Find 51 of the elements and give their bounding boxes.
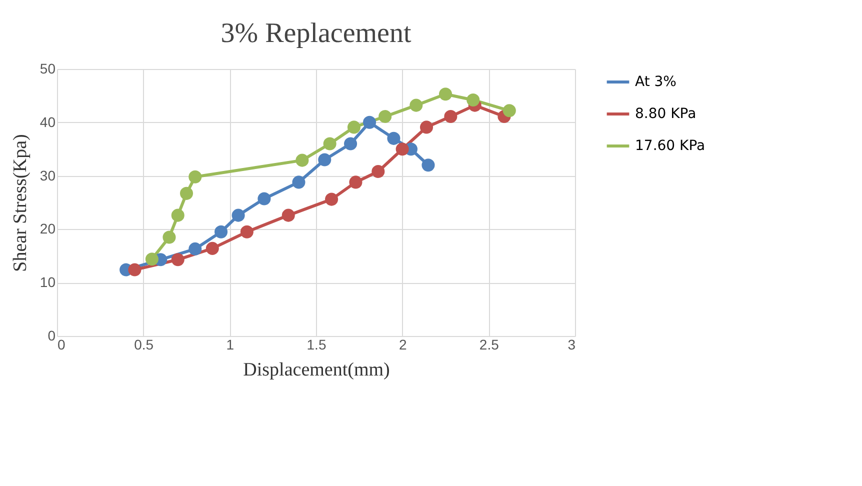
point — [240, 225, 254, 238]
chart-title: 3% Replacement — [220, 18, 412, 49]
point — [347, 120, 361, 134]
point — [162, 230, 176, 244]
y-tick-label: 30 — [40, 167, 56, 184]
point — [372, 165, 385, 178]
point — [444, 110, 458, 124]
x-tick-label: 1.5 — [306, 336, 326, 352]
point — [344, 137, 358, 150]
point — [232, 208, 245, 222]
point — [145, 252, 158, 266]
point — [171, 253, 184, 266]
legend-label: At 3% — [635, 74, 676, 90]
point — [258, 192, 271, 206]
point — [323, 137, 336, 150]
x-tick-label: 3 — [568, 336, 576, 352]
x-axis-title: Displacement(mm) — [243, 360, 390, 380]
point — [502, 104, 516, 118]
point — [410, 98, 423, 112]
y-tick-label: 20 — [40, 220, 56, 237]
point — [396, 142, 409, 156]
y-tick-label: 40 — [40, 114, 56, 130]
x-tick-label: 1 — [226, 336, 234, 352]
point — [128, 263, 142, 276]
point — [292, 176, 306, 189]
point — [188, 170, 202, 184]
point — [296, 154, 309, 167]
point — [438, 88, 452, 101]
point — [171, 208, 184, 222]
legend-label: 17.60 KPa — [635, 138, 706, 154]
point — [422, 158, 435, 172]
point — [180, 186, 194, 200]
y-tick-label: 50 — [40, 60, 56, 76]
x-tick-label: 2.5 — [479, 336, 500, 352]
x-tick-label: 0.5 — [134, 336, 154, 352]
point — [282, 208, 295, 222]
point — [363, 116, 376, 129]
legend-label: 8.80 KPa — [635, 106, 696, 122]
point — [378, 110, 392, 124]
y-axis-title: Shear Stress(Kpa) — [10, 134, 31, 272]
y-tick-label: 10 — [40, 274, 56, 290]
point — [214, 225, 228, 238]
point — [387, 132, 400, 145]
point — [188, 242, 202, 256]
point — [420, 120, 434, 134]
point — [466, 93, 480, 106]
point — [206, 242, 219, 255]
x-tick-label: 2 — [398, 336, 407, 352]
point — [325, 192, 338, 206]
point — [349, 176, 362, 189]
point — [318, 153, 332, 166]
